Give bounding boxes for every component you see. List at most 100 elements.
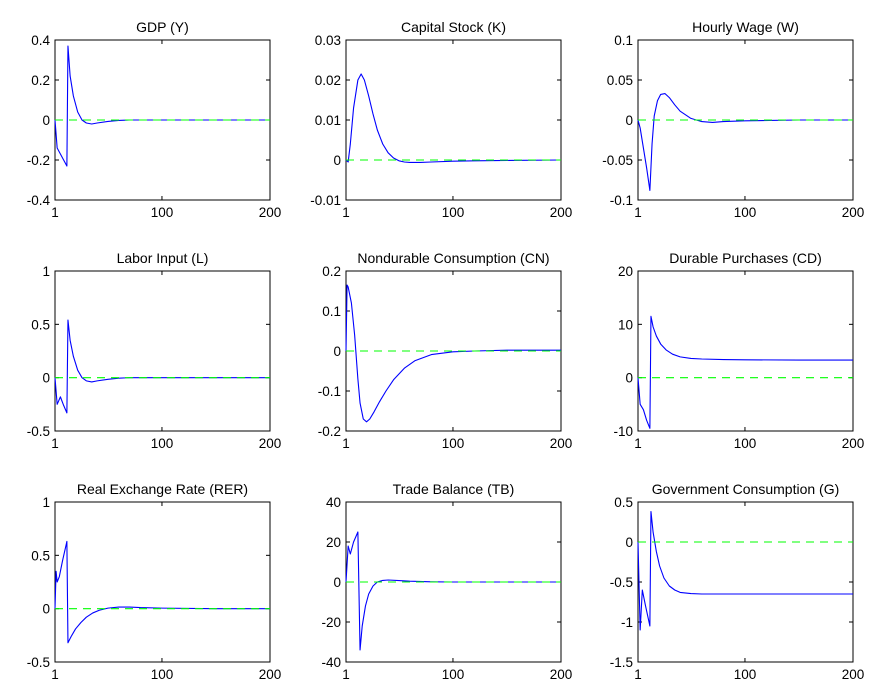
y-tick-label: 0.03 bbox=[315, 33, 341, 48]
y-tick-label: 0.02 bbox=[315, 73, 341, 88]
panel-title: Nondurable Consumption (CN) bbox=[357, 250, 549, 266]
x-tick-label: 1 bbox=[634, 436, 642, 451]
y-tick-label: 1 bbox=[42, 495, 50, 510]
response-line bbox=[345, 73, 562, 163]
y-tick-label: 0.01 bbox=[315, 113, 341, 128]
x-tick-label: 100 bbox=[442, 667, 465, 682]
x-tick-label: 100 bbox=[734, 436, 757, 451]
x-tick-label: 200 bbox=[842, 436, 865, 451]
panel-title: Trade Balance (TB) bbox=[393, 481, 515, 497]
x-tick-label: 100 bbox=[151, 667, 174, 682]
response-line bbox=[345, 284, 561, 423]
y-tick-label: 20 bbox=[618, 264, 633, 279]
y-tick-label: 0 bbox=[42, 602, 50, 617]
x-tick-label: 200 bbox=[259, 436, 282, 451]
y-tick-label: 10 bbox=[618, 317, 633, 332]
response-line bbox=[54, 540, 270, 644]
y-tick-label: -0.4 bbox=[27, 193, 51, 208]
response-line bbox=[637, 511, 853, 631]
x-tick-label: 200 bbox=[550, 436, 573, 451]
panel-nondurable-consumption-cn: Nondurable Consumption (CN) -0.2 -0.1 0 0.1 0… bbox=[318, 250, 573, 451]
plot-area bbox=[54, 270, 271, 432]
panel-title: Capital Stock (K) bbox=[401, 19, 506, 35]
plot-area bbox=[637, 501, 854, 663]
response-line bbox=[637, 93, 853, 191]
y-tick-label: -0.5 bbox=[27, 655, 50, 670]
panel-real-exchange-rate-rer: Real Exchange Rate (RER) -0.5 0 0.5 1 1 100 200 bbox=[27, 481, 282, 682]
y-tick-label: -0.2 bbox=[27, 153, 50, 168]
y-tick-label: 0 bbox=[333, 153, 341, 168]
y-tick-label: -0.5 bbox=[610, 575, 633, 590]
panel-gdp-y: GDP (Y) -0.4 -0.2 0 0.2 0.4 1 100 200 bbox=[27, 19, 282, 220]
y-tick-label: 0.4 bbox=[31, 33, 50, 48]
panel-title: Durable Purchases (CD) bbox=[669, 250, 822, 266]
x-tick-label: 100 bbox=[442, 205, 465, 220]
panel-title: Hourly Wage (W) bbox=[692, 19, 799, 35]
panel-hourly-wage-w: Hourly Wage (W) -0.1 -0.05 0 0.05 0.1 1 100 200 bbox=[602, 19, 864, 220]
y-tick-label: -1.5 bbox=[610, 655, 633, 670]
panel-title: Real Exchange Rate (RER) bbox=[77, 481, 248, 497]
y-tick-label: -20 bbox=[321, 615, 341, 630]
x-tick-label: 100 bbox=[734, 667, 757, 682]
x-tick-label: 200 bbox=[259, 205, 282, 220]
x-tick-label: 1 bbox=[342, 667, 350, 682]
y-tick-label: 0.5 bbox=[614, 495, 633, 510]
response-line bbox=[54, 319, 270, 414]
y-tick-label: -0.1 bbox=[610, 193, 633, 208]
x-tick-label: 200 bbox=[842, 667, 865, 682]
x-tick-label: 1 bbox=[634, 205, 642, 220]
y-tick-label: -10 bbox=[613, 424, 633, 439]
response-line bbox=[54, 45, 270, 167]
y-tick-label: -1 bbox=[621, 615, 633, 630]
panel-labor-input-l: Labor Input (L) -0.5 0 0.5 1 1 100 200 bbox=[27, 250, 282, 451]
panel-durable-purchases-cd: Durable Purchases (CD) -10 0 10 20 1 100 200 bbox=[613, 250, 864, 451]
x-tick-label: 1 bbox=[634, 667, 642, 682]
y-tick-label: 0 bbox=[625, 113, 633, 128]
panel-title: Labor Input (L) bbox=[117, 250, 209, 266]
y-tick-label: 1 bbox=[42, 264, 50, 279]
x-tick-label: 200 bbox=[550, 667, 573, 682]
y-tick-label: 20 bbox=[326, 535, 341, 550]
x-tick-label: 1 bbox=[51, 667, 59, 682]
plot-area bbox=[637, 270, 854, 432]
y-tick-label: 0 bbox=[625, 371, 633, 386]
response-line bbox=[637, 315, 853, 429]
y-tick-label: -0.01 bbox=[310, 193, 341, 208]
y-tick-label: 0.1 bbox=[322, 304, 341, 319]
x-tick-label: 100 bbox=[151, 436, 174, 451]
response-line bbox=[345, 531, 561, 651]
y-tick-label: -0.2 bbox=[318, 424, 341, 439]
y-tick-label: 0.1 bbox=[614, 33, 633, 48]
x-tick-label: 1 bbox=[342, 436, 350, 451]
x-tick-label: 1 bbox=[51, 436, 59, 451]
panel-government-consumption-g: Government Consumption (G) -1.5 -1 -0.5 0 0.5… bbox=[610, 481, 865, 682]
x-tick-label: 100 bbox=[442, 436, 465, 451]
y-tick-label: -0.5 bbox=[27, 424, 50, 439]
y-tick-label: 0 bbox=[333, 344, 341, 359]
y-tick-label: -0.1 bbox=[318, 384, 341, 399]
x-tick-label: 1 bbox=[51, 205, 59, 220]
x-tick-label: 200 bbox=[842, 205, 865, 220]
panel-title: GDP (Y) bbox=[136, 19, 189, 35]
y-tick-label: 0 bbox=[333, 575, 341, 590]
panel-capital-stock-k: Capital Stock (K) -0.01 0 0.01 0.02 0.03 1 100 2… bbox=[310, 19, 572, 220]
y-tick-label: -40 bbox=[321, 655, 341, 670]
y-tick-label: 0 bbox=[42, 371, 50, 386]
plot-area bbox=[54, 501, 271, 663]
x-tick-label: 1 bbox=[342, 205, 350, 220]
y-tick-label: 0.05 bbox=[607, 73, 633, 88]
panel-title: Government Consumption (G) bbox=[652, 481, 840, 497]
y-tick-label: 0.2 bbox=[31, 73, 50, 88]
y-tick-label: 0.5 bbox=[31, 317, 50, 332]
y-tick-label: 0.5 bbox=[31, 548, 50, 563]
y-tick-label: 40 bbox=[326, 495, 341, 510]
panel-trade-balance-tb: Trade Balance (TB) -40 -20 0 20 40 1 100 200 bbox=[321, 481, 572, 682]
x-tick-label: 100 bbox=[151, 205, 174, 220]
y-tick-label: -0.05 bbox=[602, 153, 633, 168]
y-tick-label: 0.2 bbox=[322, 264, 341, 279]
x-tick-label: 200 bbox=[259, 667, 282, 682]
plot-area bbox=[345, 39, 562, 201]
y-tick-label: 0 bbox=[42, 113, 50, 128]
x-tick-label: 200 bbox=[550, 205, 573, 220]
